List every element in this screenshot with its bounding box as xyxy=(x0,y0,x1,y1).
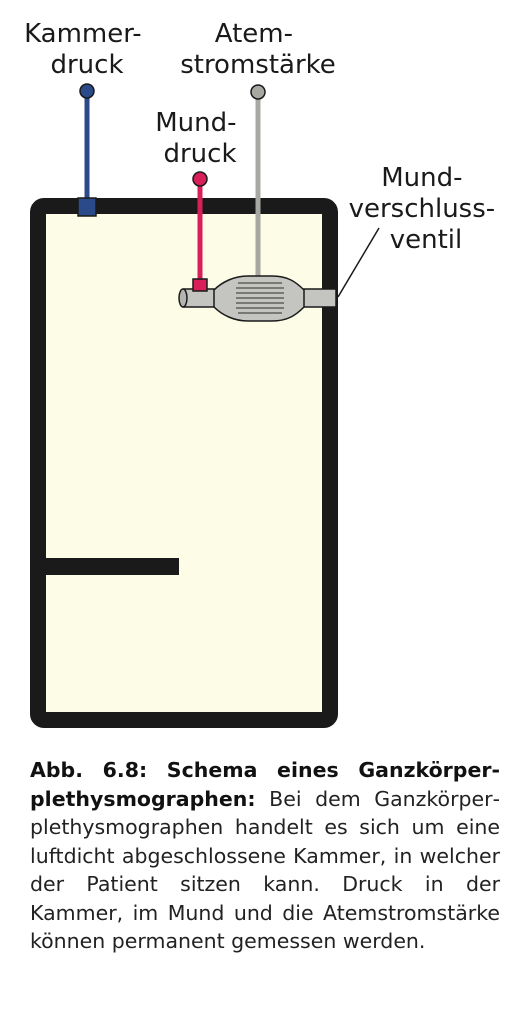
label-mundverschlussventil: Mund- verschluss- ventil xyxy=(349,163,504,255)
seat xyxy=(44,558,179,575)
label-kammerdruck: Kammer- druck xyxy=(24,19,150,80)
label-atemstromstaerke: Atem- stromstärke xyxy=(180,19,336,80)
munddruck-sensor xyxy=(192,171,208,292)
mouth-valve-assembly xyxy=(178,275,337,322)
figure-caption: Abb. 6.8: Schema eines Ganzkörper­plethy… xyxy=(30,756,500,956)
caption-text: Bei dem Ganzkörper­plethysmographen hand… xyxy=(30,786,500,954)
valve-pointer-line xyxy=(337,227,380,298)
plethysmograph-diagram: Kammer- druck Atem- stromstärke Mund- dr… xyxy=(24,19,504,728)
label-munddruck: Mund- druck xyxy=(155,108,245,169)
chamber xyxy=(30,198,338,728)
caption-figure-number: Abb. 6.8: Schema eines Ganzkörper­plethy… xyxy=(30,758,500,811)
kammerdruck-sensor xyxy=(77,83,97,217)
atemstrom-sensor xyxy=(250,84,266,280)
